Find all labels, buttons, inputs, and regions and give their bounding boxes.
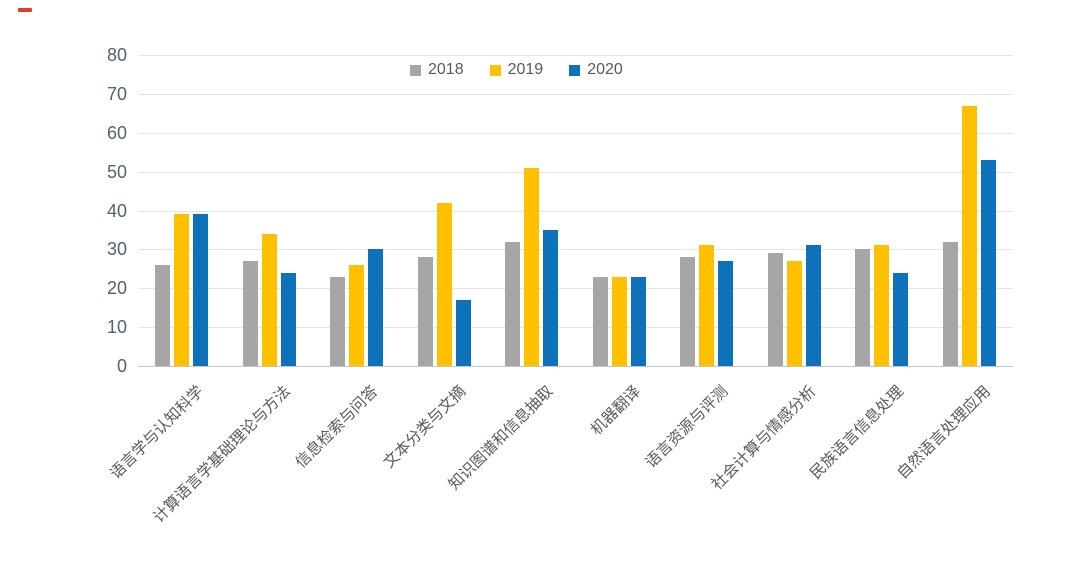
legend-swatch-icon <box>489 64 501 76</box>
bar-2018 <box>330 277 345 366</box>
bar-2020 <box>631 277 646 366</box>
red-dash-mark <box>18 8 32 12</box>
legend-label: 2020 <box>587 61 623 78</box>
y-tick-label: 20 <box>106 278 127 298</box>
gridline <box>138 249 1013 250</box>
bar-2018 <box>155 265 170 366</box>
y-tick-label: 40 <box>106 201 127 221</box>
legend-label: 2018 <box>428 61 464 78</box>
chart-legend: 2018 2019 2020 <box>410 61 623 79</box>
legend-label: 2019 <box>507 61 544 78</box>
bar-2020 <box>193 214 208 366</box>
bar-2019 <box>524 168 539 366</box>
bar-2019 <box>699 245 714 366</box>
bar-2018 <box>418 257 433 366</box>
bar-2020 <box>893 273 908 366</box>
bar-2019 <box>437 203 452 366</box>
legend-swatch-icon <box>569 64 581 76</box>
bar-2020 <box>281 273 296 366</box>
bar-2018 <box>505 242 520 366</box>
x-category-label: 语言资源与评测 <box>642 382 732 472</box>
x-axis-line <box>138 366 1013 367</box>
legend-item-2019: 2019 <box>489 61 544 79</box>
bar-2019 <box>612 277 627 366</box>
gridline <box>138 94 1013 95</box>
bar-2019 <box>349 265 364 366</box>
bar-2018 <box>680 257 695 366</box>
y-tick-label: 50 <box>106 162 127 182</box>
y-tick-label: 0 <box>116 356 127 376</box>
x-category-label: 信息检索与问答 <box>292 382 382 472</box>
legend-swatch-icon <box>410 64 421 76</box>
bar-2018 <box>855 249 870 366</box>
bar-2020 <box>718 261 733 366</box>
bar-2020 <box>806 245 821 366</box>
y-tick-label: 70 <box>106 84 127 104</box>
bar-2018 <box>593 277 608 366</box>
bar-2018 <box>243 261 258 366</box>
bar-2020 <box>456 300 471 366</box>
gridline <box>138 133 1013 134</box>
legend-item-2020: 2020 <box>569 61 623 79</box>
gridline <box>138 172 1013 173</box>
y-tick-label: 30 <box>106 239 127 259</box>
bar-2020 <box>543 230 558 366</box>
bar-2019 <box>962 106 977 366</box>
y-tick-label: 80 <box>106 45 127 65</box>
bar-2018 <box>943 242 958 366</box>
gridline <box>138 288 1013 289</box>
gridline <box>138 55 1013 56</box>
gridline <box>138 327 1013 328</box>
y-tick-label: 10 <box>106 317 127 337</box>
bar-2019 <box>787 261 802 366</box>
bar-2018 <box>768 253 783 366</box>
x-category-label: 机器翻译 <box>588 382 645 439</box>
bar-2019 <box>874 245 889 366</box>
bar-2020 <box>981 160 996 366</box>
legend-item-2018: 2018 <box>410 61 464 79</box>
y-tick-label: 60 <box>106 123 127 143</box>
bar-2019 <box>262 234 277 366</box>
bar-2020 <box>368 249 383 366</box>
bar-2019 <box>174 214 189 366</box>
x-category-label: 文本分类与文摘 <box>380 382 470 472</box>
gridline <box>138 211 1013 212</box>
